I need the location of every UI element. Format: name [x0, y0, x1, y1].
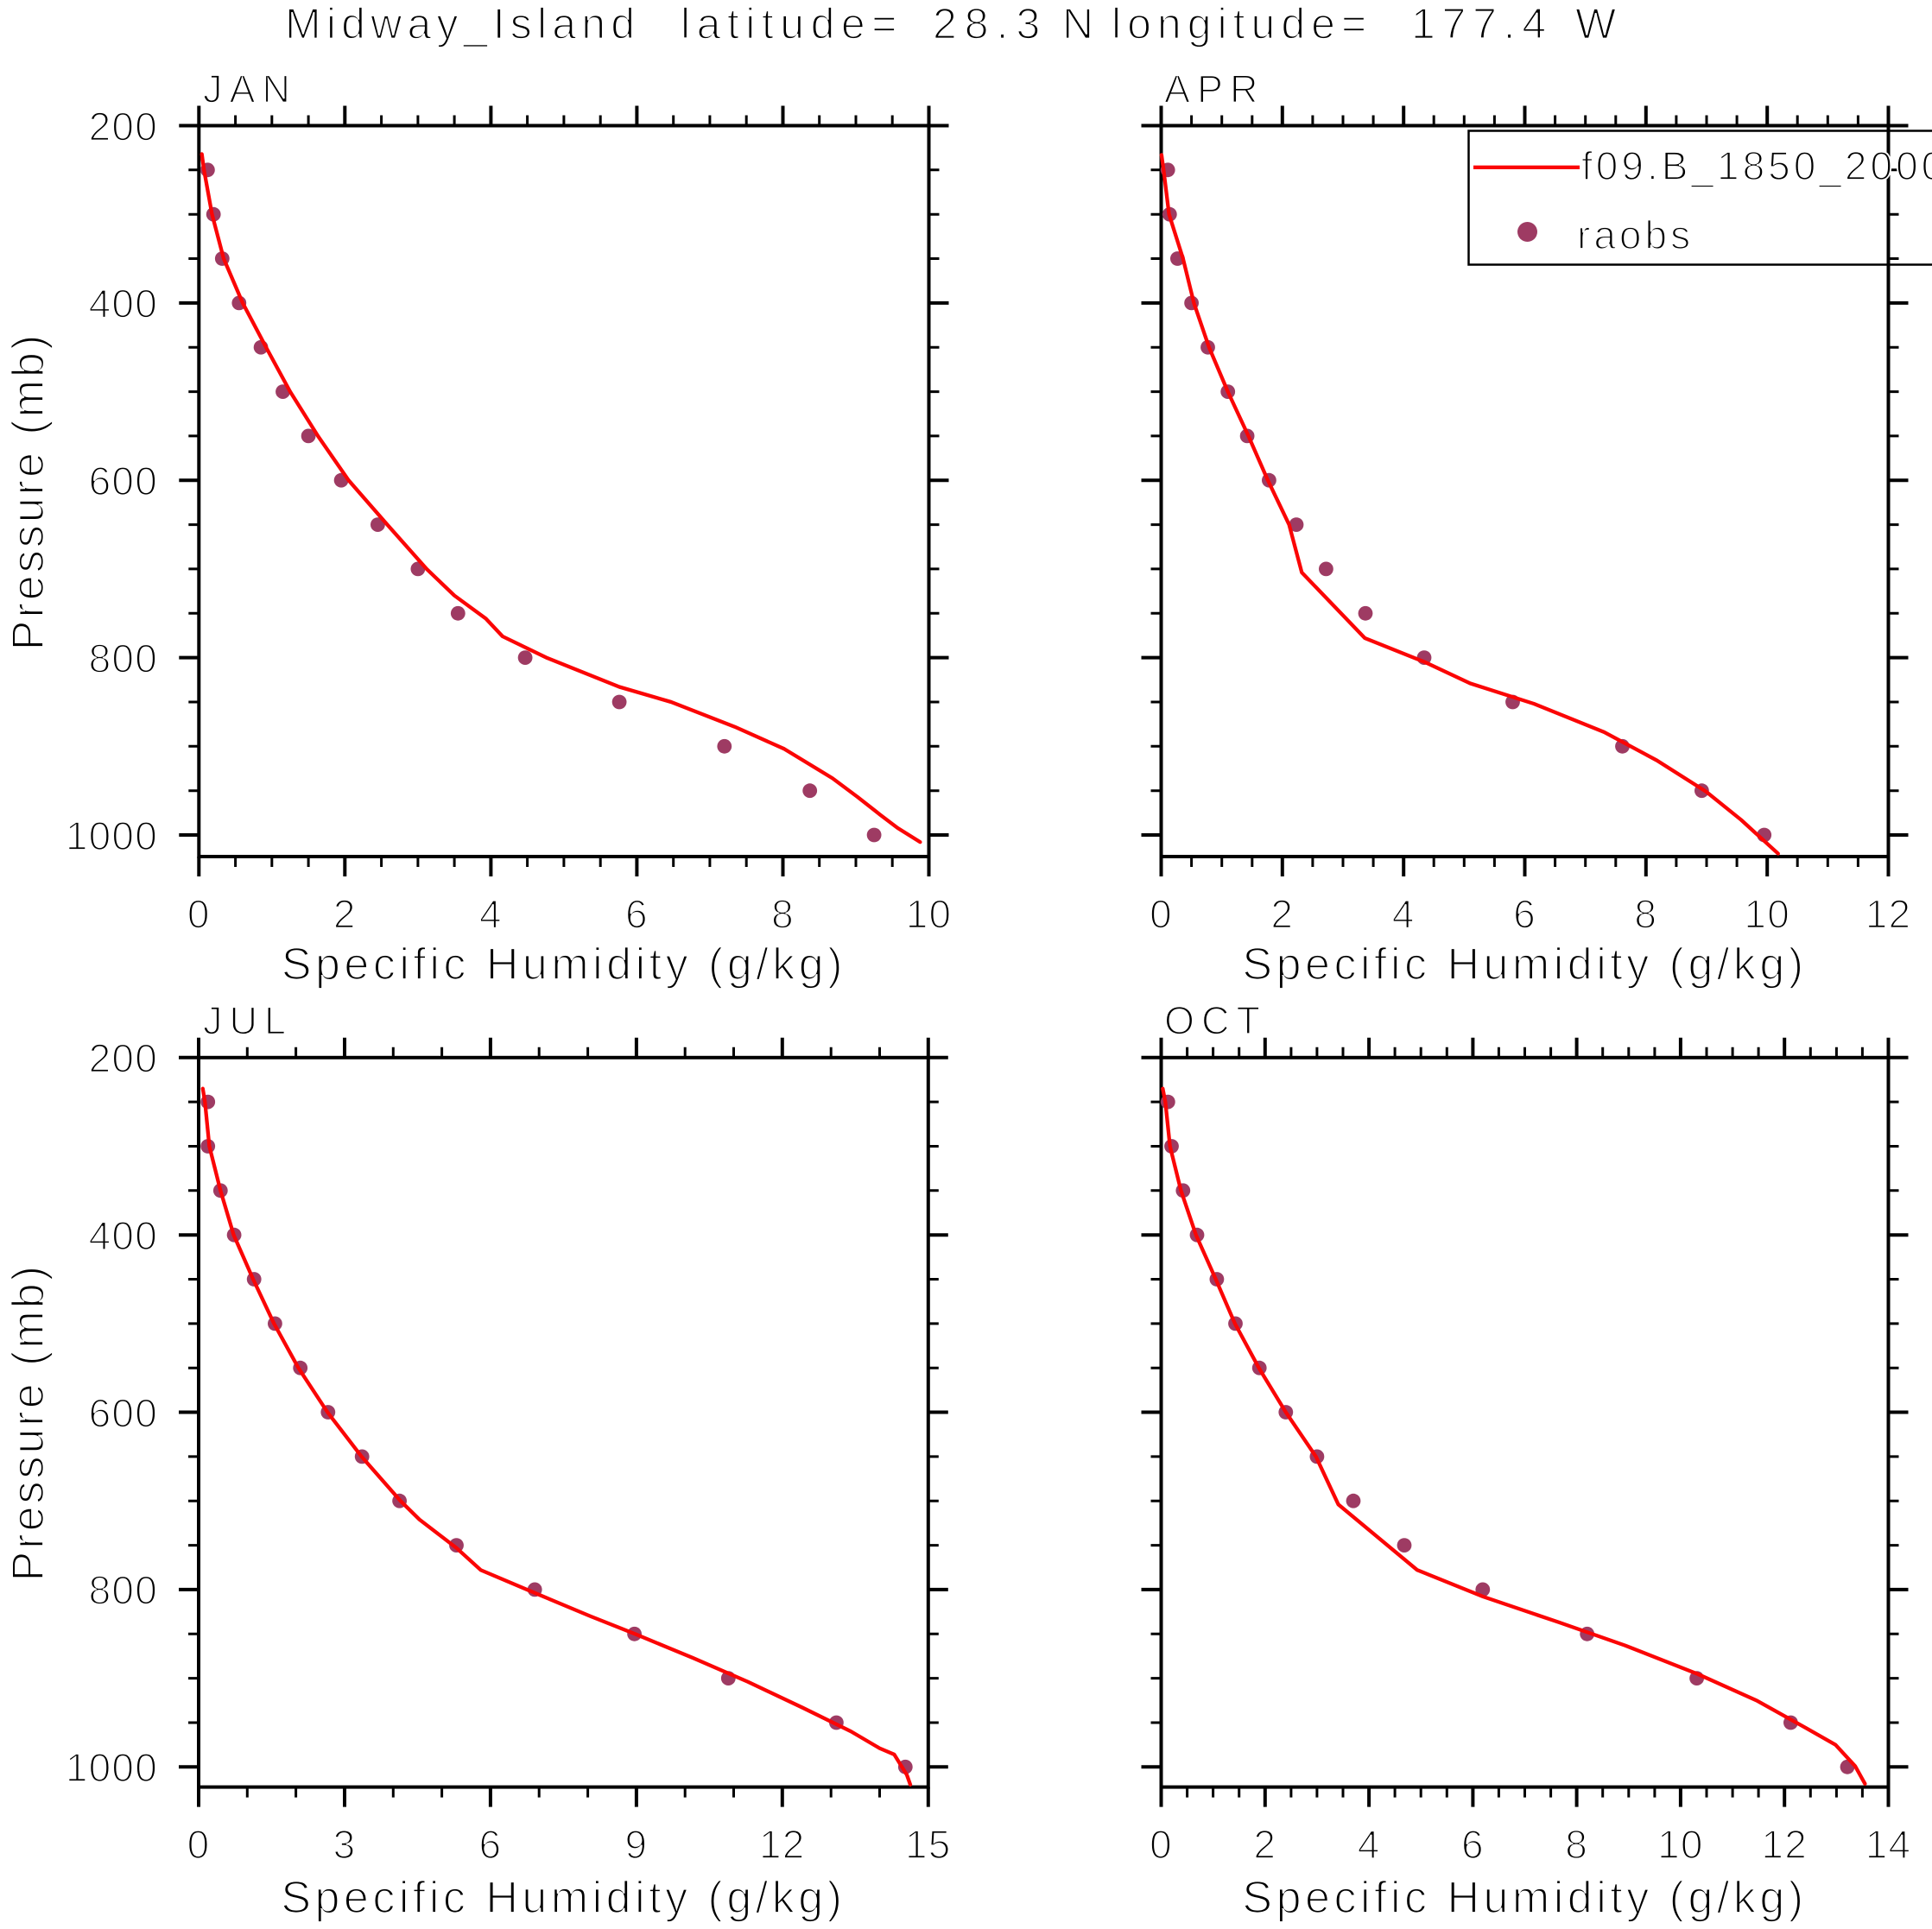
- svg-text:14: 14: [1865, 1822, 1912, 1867]
- svg-text:200: 200: [89, 104, 158, 149]
- svg-text:Specific Humidity (g/kg): Specific Humidity (g/kg): [281, 1873, 846, 1923]
- svg-text:Pressure (mb): Pressure (mb): [3, 1263, 54, 1581]
- svg-text:Specific Humidity (g/kg): Specific Humidity (g/kg): [1242, 1873, 1807, 1923]
- svg-text:OCT: OCT: [1164, 999, 1267, 1043]
- svg-text:800: 800: [89, 636, 158, 680]
- svg-text:600: 600: [89, 1390, 158, 1435]
- svg-text:2: 2: [333, 892, 357, 937]
- svg-text:4: 4: [1358, 1822, 1381, 1867]
- svg-text:1000: 1000: [66, 1745, 158, 1790]
- svg-text:4: 4: [1392, 892, 1416, 937]
- svg-text:10: 10: [1657, 1822, 1704, 1867]
- svg-text:Specific Humidity (g/kg): Specific Humidity (g/kg): [282, 939, 846, 990]
- svg-text:400: 400: [89, 281, 158, 326]
- svg-text:0: 0: [1150, 892, 1173, 937]
- svg-text:10: 10: [1744, 892, 1790, 937]
- svg-text:6: 6: [479, 1822, 503, 1867]
- svg-text:200: 200: [89, 1036, 158, 1081]
- svg-text:9: 9: [625, 1822, 649, 1867]
- svg-text:12: 12: [1865, 892, 1912, 937]
- svg-text:8: 8: [1634, 892, 1657, 937]
- svg-text:f09.B_1850_2000: f09.B_1850_2000: [1581, 143, 1932, 188]
- svg-text:raobs: raobs: [1577, 212, 1694, 257]
- svg-text:6: 6: [1513, 892, 1536, 937]
- svg-text:12: 12: [1761, 1822, 1808, 1867]
- svg-text:JUL: JUL: [203, 999, 293, 1043]
- svg-text:0: 0: [1150, 1822, 1173, 1867]
- svg-text:Specific Humidity (g/kg): Specific Humidity (g/kg): [1242, 939, 1807, 990]
- svg-text:0: 0: [187, 1822, 211, 1867]
- svg-text:8: 8: [1565, 1822, 1588, 1867]
- svg-text:400: 400: [89, 1213, 158, 1258]
- svg-text:6: 6: [1461, 1822, 1485, 1867]
- svg-text:JAN: JAN: [203, 66, 297, 111]
- svg-text:600: 600: [89, 459, 158, 503]
- svg-text:12: 12: [759, 1822, 806, 1867]
- svg-text:Pressure (mb): Pressure (mb): [3, 332, 54, 650]
- svg-text:10: 10: [906, 892, 953, 937]
- svg-text:8: 8: [771, 892, 795, 937]
- svg-text:2: 2: [1270, 892, 1294, 937]
- svg-text:800: 800: [89, 1568, 158, 1613]
- svg-text:6: 6: [625, 892, 649, 937]
- svg-text:3: 3: [333, 1822, 357, 1867]
- svg-text:1000: 1000: [66, 813, 158, 858]
- svg-text:4: 4: [479, 892, 503, 937]
- svg-text:15: 15: [905, 1822, 952, 1867]
- svg-text:APR: APR: [1164, 66, 1265, 111]
- svg-text:0: 0: [187, 892, 211, 937]
- svg-text:2: 2: [1253, 1822, 1276, 1867]
